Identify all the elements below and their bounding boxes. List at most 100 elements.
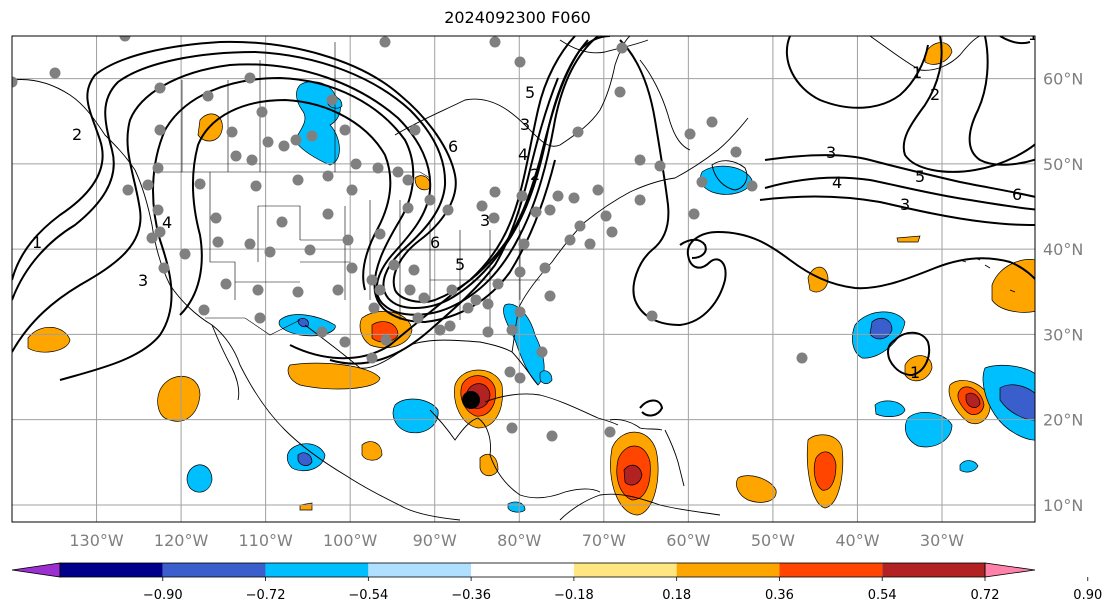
coastline bbox=[869, 36, 981, 71]
station-marker bbox=[278, 140, 290, 152]
station-marker bbox=[262, 136, 274, 148]
contour-label: 4 bbox=[162, 213, 172, 232]
coastline bbox=[664, 429, 685, 487]
station-marker bbox=[584, 238, 596, 250]
station-marker bbox=[574, 220, 586, 232]
station-marker bbox=[506, 422, 518, 434]
colorbar-tick-label: −0.90 bbox=[143, 588, 183, 603]
coastline bbox=[511, 117, 749, 353]
station-marker bbox=[514, 266, 526, 278]
coastline bbox=[559, 493, 721, 521]
station-marker bbox=[516, 190, 528, 202]
contour-label: 3 bbox=[480, 211, 490, 230]
contour-line bbox=[902, 36, 1035, 173]
station-marker bbox=[444, 320, 456, 332]
station-marker bbox=[380, 334, 392, 346]
station-marker bbox=[212, 236, 224, 248]
station-marker bbox=[506, 324, 518, 336]
station-marker bbox=[368, 302, 380, 314]
colorbar-tick-label: −0.18 bbox=[554, 588, 594, 603]
station-marker bbox=[462, 302, 474, 314]
station-marker bbox=[402, 174, 414, 186]
colorbar-segment bbox=[676, 563, 780, 577]
station-marker bbox=[366, 352, 378, 364]
contour-line bbox=[12, 36, 599, 353]
colorbar-tick-label: 0.54 bbox=[868, 588, 897, 603]
station-marker bbox=[339, 124, 351, 136]
station-marker bbox=[434, 324, 446, 336]
station-marker bbox=[374, 284, 386, 296]
station-marker bbox=[604, 426, 616, 438]
station-marker bbox=[600, 210, 612, 222]
station-marker bbox=[254, 312, 266, 324]
station-marker bbox=[252, 284, 264, 296]
station-marker bbox=[408, 264, 420, 276]
station-marker bbox=[202, 90, 214, 102]
station-marker bbox=[346, 184, 358, 196]
station-marker bbox=[152, 162, 164, 174]
station-marker bbox=[366, 274, 378, 286]
station-marker bbox=[546, 430, 558, 442]
shade-orange bbox=[736, 475, 777, 503]
coastline bbox=[484, 393, 619, 426]
station-marker bbox=[482, 326, 494, 338]
station-marker bbox=[244, 72, 256, 84]
station-marker bbox=[514, 56, 526, 68]
colorbar-segment bbox=[60, 563, 163, 577]
colorbar-segment bbox=[779, 563, 883, 577]
colorbar-tick-label: 0.90 bbox=[1073, 588, 1102, 603]
border bbox=[205, 317, 301, 336]
station-marker bbox=[476, 200, 488, 212]
lat-tick-label: 50°N bbox=[1043, 155, 1083, 174]
station-marker bbox=[388, 259, 400, 271]
shade-orange bbox=[807, 266, 829, 293]
station-marker bbox=[220, 278, 232, 290]
contour-line bbox=[329, 77, 559, 365]
lat-tick-label: 10°N bbox=[1043, 496, 1083, 515]
contour-label: 1 bbox=[912, 63, 922, 82]
contour-line bbox=[759, 195, 1035, 226]
station-marker bbox=[122, 184, 134, 196]
station-marker bbox=[514, 306, 526, 318]
station-marker bbox=[194, 178, 206, 190]
station-marker bbox=[306, 130, 318, 142]
station-marker bbox=[49, 67, 61, 79]
shade-orange bbox=[991, 259, 1035, 313]
shade-royalblue bbox=[999, 384, 1035, 421]
station-marker bbox=[696, 176, 708, 188]
map-panel bbox=[12, 36, 1035, 522]
contour-line bbox=[679, 238, 707, 259]
lon-tick-label: 120°W bbox=[154, 531, 209, 550]
contour-label: 5 bbox=[525, 83, 535, 102]
station-marker bbox=[332, 284, 344, 296]
contour-label: 2 bbox=[930, 85, 940, 104]
contour-labels: 1 2 3 4 5 6 1 2 3 4 5 6 1 3 6 5 3 4 3 2 … bbox=[32, 25, 1038, 382]
station-marker bbox=[544, 204, 556, 216]
contour-label: 3 bbox=[138, 271, 148, 290]
shade-blue bbox=[539, 370, 553, 384]
station-marker bbox=[409, 124, 421, 136]
contour-label: 3 bbox=[520, 115, 530, 134]
shade-orange bbox=[361, 441, 383, 461]
station-marker bbox=[404, 284, 416, 296]
station-marker bbox=[412, 312, 424, 324]
colorbar-tick-label: −0.36 bbox=[451, 588, 491, 603]
contour-label: 3 bbox=[900, 195, 910, 214]
station-marker bbox=[350, 158, 362, 170]
contour-label: 2 bbox=[530, 165, 540, 184]
colorbar-segment bbox=[573, 563, 677, 577]
contour-label: 5 bbox=[455, 255, 465, 274]
station-marker bbox=[158, 262, 170, 274]
contour-label: 3 bbox=[826, 143, 836, 162]
station-marker bbox=[316, 326, 328, 338]
coastline bbox=[394, 36, 631, 147]
contour-label: 1 bbox=[1028, 25, 1038, 44]
contour-label: 6 bbox=[430, 233, 440, 252]
contour-line bbox=[968, 36, 1035, 166]
station-marker bbox=[226, 126, 238, 138]
shade-blue bbox=[186, 464, 213, 493]
station-marker bbox=[244, 238, 256, 250]
colorbar-extend-high bbox=[984, 562, 1036, 578]
station-marker bbox=[684, 128, 696, 140]
